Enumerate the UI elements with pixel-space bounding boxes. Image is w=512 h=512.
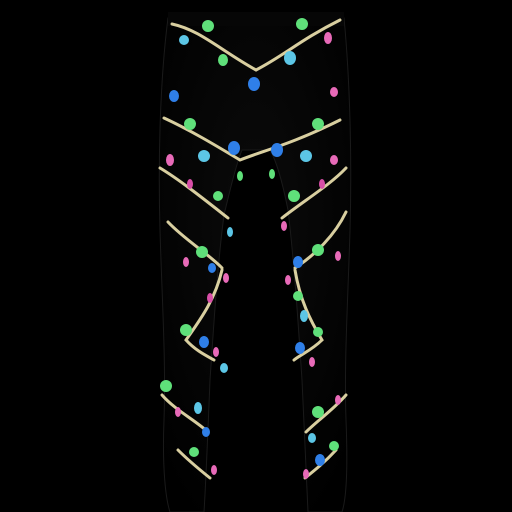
bulb <box>223 273 229 283</box>
bulb <box>208 263 216 273</box>
bulb <box>160 380 172 392</box>
bulb <box>300 310 308 322</box>
bulb <box>296 18 308 30</box>
bulb <box>330 87 338 97</box>
bulb <box>199 336 209 348</box>
bulb <box>179 35 189 45</box>
bulb <box>303 469 309 479</box>
bulb <box>330 155 338 165</box>
bulb <box>284 51 296 65</box>
bulb <box>288 190 300 202</box>
bulb <box>319 179 325 189</box>
bulb <box>218 54 228 66</box>
bulb <box>211 465 217 475</box>
bulb <box>166 154 174 166</box>
bulb <box>312 118 324 130</box>
bulb <box>184 118 196 130</box>
bulb <box>271 143 283 157</box>
string-lights-bulbs <box>160 18 341 479</box>
bulb <box>207 293 213 303</box>
bulb <box>329 441 339 451</box>
bulb <box>189 447 199 457</box>
bulb <box>180 324 192 336</box>
bulb <box>285 275 291 285</box>
bulb <box>220 363 228 373</box>
bulb <box>183 257 189 267</box>
bulb <box>269 169 275 179</box>
bulb <box>187 179 193 189</box>
bulb <box>281 221 287 231</box>
bulb <box>300 150 312 162</box>
bulb <box>248 77 260 91</box>
bulb <box>312 244 324 256</box>
bulb <box>213 347 219 357</box>
bulb <box>202 20 214 32</box>
bulb <box>228 141 240 155</box>
bulb <box>213 191 223 201</box>
bulb <box>169 90 179 102</box>
bulb <box>335 395 341 405</box>
bulb <box>335 251 341 261</box>
bulb <box>175 407 181 417</box>
bulb <box>194 402 202 414</box>
bulb <box>196 246 208 258</box>
bulb <box>237 171 243 181</box>
bulb <box>202 427 210 437</box>
bulb <box>313 327 323 337</box>
waistband <box>168 12 344 26</box>
bulb <box>324 32 332 44</box>
bulb <box>293 291 303 301</box>
bulb <box>198 150 210 162</box>
bulb <box>295 342 305 354</box>
bulb <box>227 227 233 237</box>
bulb <box>312 406 324 418</box>
bulb <box>309 357 315 367</box>
bulb <box>315 454 325 466</box>
bulb <box>308 433 316 443</box>
bulb <box>293 256 303 268</box>
